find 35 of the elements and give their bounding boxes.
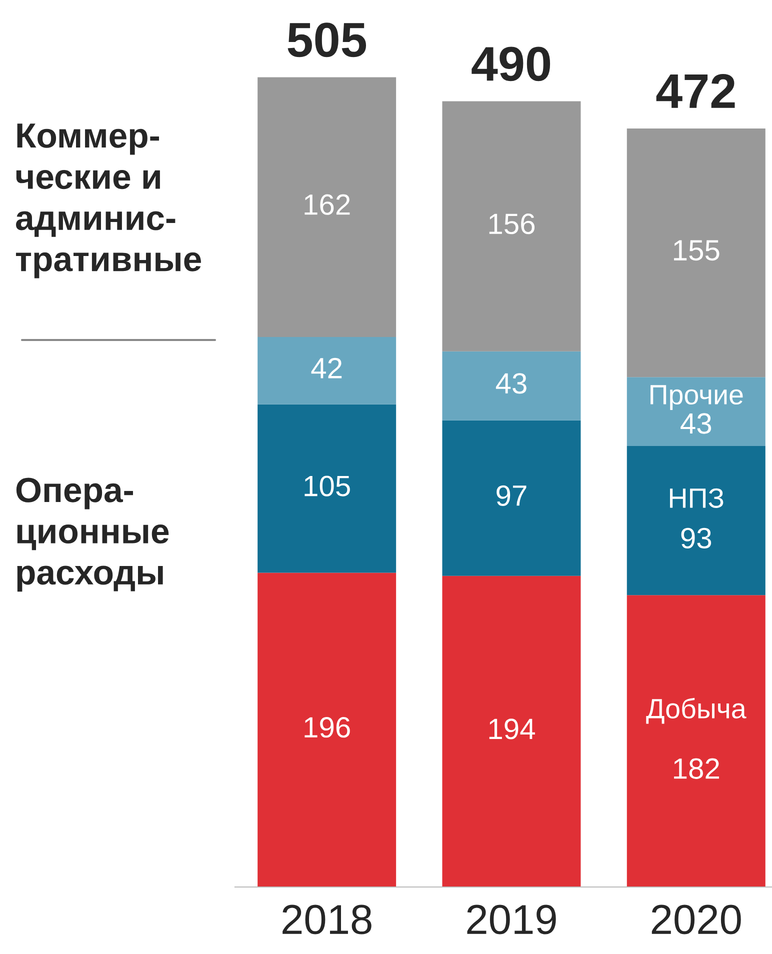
data-label: 155 xyxy=(674,240,720,261)
text: Опера- ционные расходы xyxy=(16,478,169,592)
data-label: 43 xyxy=(680,413,712,434)
bar xyxy=(442,420,581,576)
bar xyxy=(442,576,581,887)
data-label: 42 xyxy=(311,358,342,378)
data-label: 196 xyxy=(304,717,350,738)
x-tick-label: 2018 xyxy=(282,904,372,934)
total-label: 472 xyxy=(656,74,735,108)
bar xyxy=(258,77,396,337)
bar xyxy=(626,128,766,378)
data-label: 194 xyxy=(489,718,535,740)
data-label: 105 xyxy=(304,476,350,496)
bar xyxy=(626,595,766,887)
bar xyxy=(258,572,396,887)
text: Коммер- ческие и админис- тративные xyxy=(16,124,201,278)
data-label: 97 xyxy=(496,485,526,506)
data-label: 182 xyxy=(674,758,720,779)
x-tick-label: 2019 xyxy=(467,904,556,934)
data-label: 162 xyxy=(304,194,350,215)
bar xyxy=(626,377,766,446)
series-label: Прочие xyxy=(650,385,743,410)
series-label: Добыча xyxy=(646,698,746,724)
bar xyxy=(442,351,581,420)
data-label: 156 xyxy=(489,214,535,234)
series-label: НПЗ xyxy=(670,488,724,508)
bar xyxy=(258,336,396,404)
total-label: 505 xyxy=(288,22,366,58)
bar xyxy=(442,101,581,352)
bar xyxy=(626,446,766,596)
total-label: 490 xyxy=(472,46,550,82)
x-tick-label: 2020 xyxy=(652,904,741,934)
data-label: 43 xyxy=(496,373,526,394)
bar xyxy=(258,404,396,573)
data-label: 93 xyxy=(681,528,712,548)
